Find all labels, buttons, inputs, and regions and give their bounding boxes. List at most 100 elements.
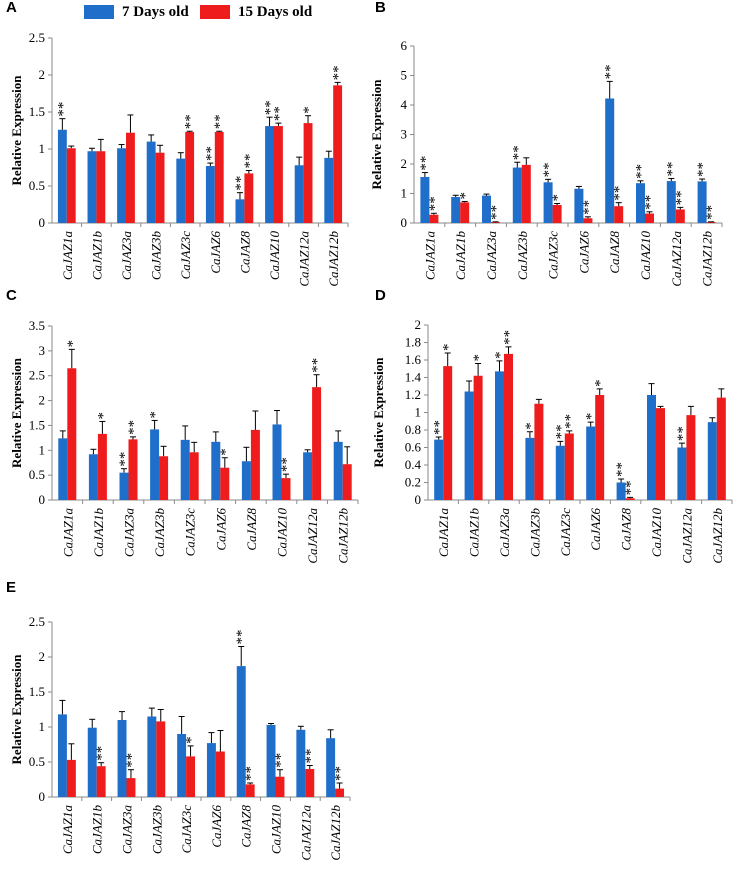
bar-15-days (303, 123, 313, 223)
y-tick-label: 0.6 (405, 440, 422, 455)
bar-7-days (296, 729, 306, 797)
bar-7-days (555, 445, 565, 500)
bar-15-days (66, 148, 76, 223)
x-tick-label: CaJAZ8 (244, 508, 259, 551)
bar-15-days (159, 456, 169, 500)
bar-7-days (434, 439, 444, 500)
significance-mark: * (493, 351, 509, 359)
x-tick-label: CaJAZ12a (298, 805, 313, 861)
significance-mark: ** (614, 462, 630, 477)
significance-mark: * (441, 344, 457, 352)
legend-item-15-days: 15 Days old (200, 2, 312, 22)
x-tick-label: CaJAZ10 (275, 508, 290, 558)
y-tick-label: 2 (39, 649, 46, 664)
significance-mark: ** (263, 100, 279, 115)
legend-swatch-7-days (84, 5, 114, 19)
x-tick-label: CaJAZ10 (649, 508, 664, 558)
y-tick-label: 1 (39, 442, 46, 457)
panel-label: C (6, 287, 17, 304)
significance-mark: ** (310, 358, 326, 373)
bar-7-days (177, 734, 187, 797)
significance-mark: ** (643, 195, 659, 210)
y-tick-label: 0.5 (29, 467, 45, 482)
x-tick-label: CaJAZ1b (453, 231, 468, 281)
significance-mark: ** (279, 457, 295, 472)
x-tick-label: CaJAZ12b (700, 231, 715, 287)
bar-15-days (274, 126, 283, 223)
panel-label: B (375, 0, 386, 16)
significance-mark: ** (562, 414, 578, 429)
significance-mark: ** (242, 153, 258, 168)
bar-7-days (616, 482, 626, 500)
significance-mark: ** (502, 330, 518, 345)
significance-mark: * (95, 412, 111, 420)
y-axis-title: Relative Expression (9, 75, 24, 186)
bar-15-days (706, 222, 716, 223)
significance-mark: ** (603, 64, 619, 79)
significance-mark: ** (271, 106, 287, 121)
y-tick-label: 0.2 (405, 475, 421, 490)
significance-mark: ** (331, 65, 347, 80)
x-tick-label: CaJAZ3a (484, 231, 499, 281)
significance-mark: * (523, 422, 539, 430)
y-tick-label: 1 (39, 141, 46, 156)
x-tick-label: CaJAZ3b (149, 805, 164, 855)
bar-15-days (595, 395, 605, 500)
significance-mark: * (593, 379, 609, 387)
bar-7-days (326, 738, 336, 797)
x-tick-label: CaJAZ3c (178, 231, 193, 280)
bar-15-days (656, 408, 665, 500)
bar-15-days (473, 375, 483, 500)
x-tick-label: CaJAZ10 (638, 231, 653, 281)
y-tick-label: 0.8 (405, 422, 421, 437)
y-tick-label: 1.8 (405, 335, 421, 350)
bar-7-days (57, 129, 67, 223)
significance-mark: ** (273, 753, 289, 768)
bar-15-days (96, 151, 106, 223)
y-tick-label: 0 (39, 789, 46, 804)
significance-mark: ** (427, 196, 443, 211)
bar-7-days (272, 424, 282, 500)
x-tick-label: CaJAZ12b (326, 231, 341, 287)
y-axis-title: Relative Expression (371, 357, 386, 468)
y-tick-label: 0.5 (29, 754, 45, 769)
y-tick-label: 1.5 (29, 104, 45, 119)
bar-15-days (67, 368, 77, 500)
x-tick-label: CaJAZ3b (527, 508, 542, 558)
significance-mark: ** (212, 114, 228, 129)
x-tick-label: CaJAZ12a (297, 231, 312, 287)
x-tick-label: CaJAZ1b (89, 231, 104, 281)
bar-7-days (525, 437, 535, 500)
x-tick-label: CaJAZ3a (119, 231, 134, 281)
y-tick-label: 2 (39, 393, 46, 408)
bar-7-days (176, 158, 186, 223)
y-tick-label: 3 (401, 127, 408, 142)
bar-7-days (464, 391, 474, 500)
bar-15-days (96, 766, 106, 797)
bar-15-days (305, 769, 315, 797)
bar-15-days (491, 222, 500, 223)
bar-15-days (312, 387, 322, 500)
y-tick-label: 1.5 (29, 417, 45, 432)
bar-15-days (625, 498, 635, 500)
x-tick-label: CaJAZ12a (305, 508, 320, 564)
bar-7-days (241, 461, 251, 500)
bar-15-days (333, 85, 343, 223)
y-tick-label: 2.5 (29, 30, 45, 45)
bar-7-days (87, 727, 97, 797)
bar-7-days (677, 447, 687, 500)
bar-7-days (117, 148, 126, 223)
significance-mark: * (584, 413, 600, 421)
y-tick-label: 2 (39, 67, 46, 82)
legend-label-7-days: 7 Days old (122, 3, 189, 20)
bar-15-days (460, 202, 470, 223)
bar-15-days (155, 152, 165, 223)
x-tick-label: CaJAZ1b (467, 508, 482, 558)
x-tick-label: CaJAZ12a (669, 231, 684, 287)
y-tick-label: 4 (401, 97, 408, 112)
bar-15-days (156, 721, 166, 797)
bar-15-days (244, 173, 254, 223)
y-axis-title: Relative Expression (9, 357, 24, 468)
x-tick-label: CaJAZ8 (237, 231, 252, 274)
